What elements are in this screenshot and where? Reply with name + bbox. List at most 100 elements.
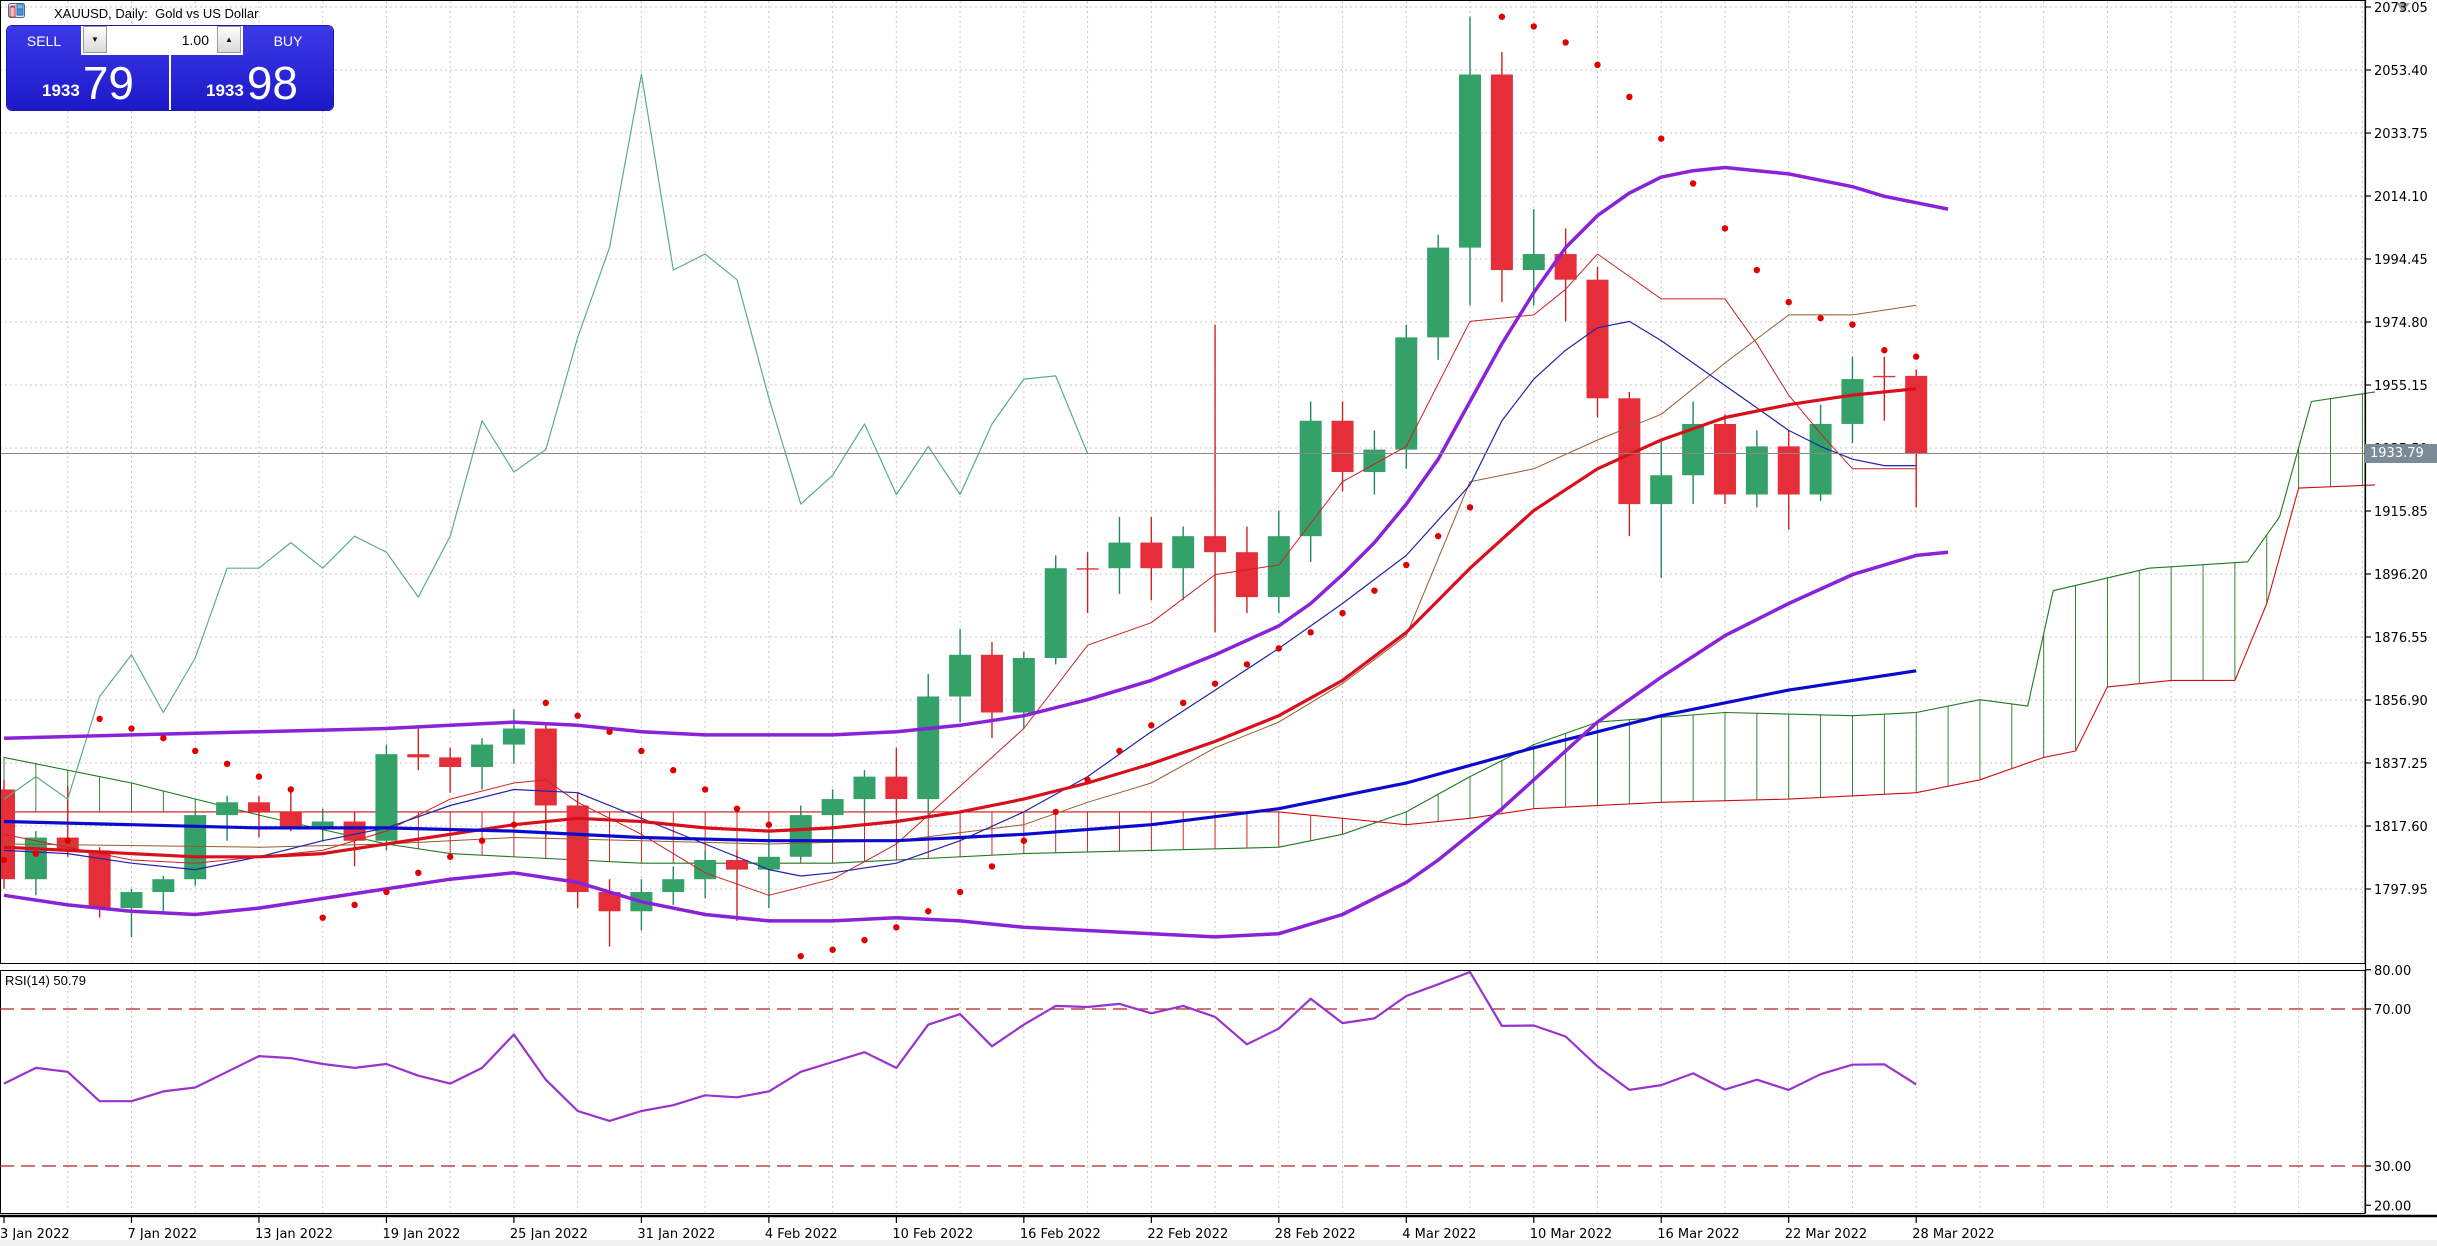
price-axis[interactable]: 2073.05 2053.40 2033.75 2014.10 1994.45 1974.… bbox=[2365, 1, 2428, 898]
price-tick-label: 1797.95 bbox=[2374, 883, 2428, 898]
bull-candle bbox=[1267, 536, 1290, 598]
date-tick-label: 25 Jan 2022 bbox=[510, 1227, 588, 1242]
buy-price-quote[interactable]: 1933 98 bbox=[170, 55, 333, 110]
bear-candle bbox=[534, 728, 557, 806]
bull-candle bbox=[152, 879, 175, 893]
date-tick-label: 13 Jan 2022 bbox=[255, 1227, 333, 1242]
chart-titlebar: XAUUSD, Daily: Gold vs US Dollar bbox=[8, 3, 258, 23]
bear-candle bbox=[1777, 446, 1800, 495]
bear-candle bbox=[56, 837, 79, 851]
parabolic-sar-dots bbox=[0, 13, 1920, 960]
price-tick-label: 1915.85 bbox=[2374, 505, 2428, 520]
volume-increase-button[interactable]: ▲ bbox=[217, 26, 241, 53]
bear-candle bbox=[1873, 375, 1896, 378]
bull-candle bbox=[311, 821, 334, 828]
rsi-pane[interactable]: 80.00 70.00 30.00 20.00 bbox=[0, 964, 2411, 1215]
date-tick-label: 10 Mar 2022 bbox=[1530, 1227, 1612, 1242]
bear-candle bbox=[885, 776, 908, 800]
volume-input[interactable]: 1.00 bbox=[107, 26, 217, 53]
rsi-indicator-label: RSI(14) 50.79 bbox=[5, 973, 86, 988]
rsi-line bbox=[3, 970, 1917, 1123]
bull-candle bbox=[216, 802, 239, 816]
volume-decrease-button[interactable]: ▼ bbox=[83, 26, 107, 53]
date-tick-label: 19 Jan 2022 bbox=[382, 1227, 460, 1242]
bull-candle bbox=[917, 696, 940, 800]
bull-candle bbox=[949, 654, 972, 697]
rsi-tick-label: 20.00 bbox=[2374, 1199, 2411, 1214]
one-click-trading-panel: SELL ▼ 1.00 ▲ BUY 1933 79 1933 98 bbox=[7, 26, 333, 110]
bull-candle bbox=[1745, 446, 1768, 495]
chart-title: XAUUSD, Daily: Gold vs US Dollar bbox=[54, 5, 259, 21]
bull-candle bbox=[1682, 423, 1705, 476]
bull-candle bbox=[1363, 449, 1386, 473]
price-tick-label: 1837.25 bbox=[2374, 757, 2428, 772]
buy-price-small: 1933 bbox=[206, 81, 244, 100]
chikou-span-line bbox=[3, 73, 1089, 800]
bear-candle bbox=[726, 859, 749, 870]
buy-price-big: 98 bbox=[246, 57, 298, 109]
sell-price-small: 1933 bbox=[42, 81, 80, 100]
kijun-sen-line bbox=[3, 304, 1917, 848]
date-tick-label: 10 Feb 2022 bbox=[892, 1227, 973, 1242]
bear-candle bbox=[1490, 74, 1513, 271]
bear-candle bbox=[1235, 552, 1258, 598]
bear-candle bbox=[0, 789, 15, 880]
chart-bars-icon[interactable] bbox=[9, 3, 48, 21]
price-tick-label: 2073.05 bbox=[2374, 1, 2428, 16]
buy-button[interactable]: BUY bbox=[241, 26, 333, 55]
window-bottom-strip bbox=[0, 1240, 2437, 1246]
date-tick-label: 28 Feb 2022 bbox=[1275, 1227, 1356, 1242]
bull-candle bbox=[853, 776, 876, 800]
bear-candle bbox=[1586, 279, 1609, 399]
rsi-tick-label: 30.00 bbox=[2374, 1160, 2411, 1175]
bull-candle bbox=[1650, 475, 1673, 505]
band-upper-line bbox=[3, 165, 1949, 740]
bull-candle bbox=[502, 728, 525, 745]
price-tick-label: 2053.40 bbox=[2374, 64, 2428, 79]
date-tick-label: 4 Feb 2022 bbox=[765, 1227, 838, 1242]
date-tick-label: 7 Jan 2022 bbox=[127, 1227, 197, 1242]
price-tick-label: 1955.15 bbox=[2374, 379, 2428, 394]
bear-candle bbox=[980, 654, 1003, 713]
bear-candle bbox=[598, 892, 621, 912]
bear-candle bbox=[1713, 423, 1736, 495]
sell-button[interactable]: SELL bbox=[7, 26, 83, 55]
band-lower-line bbox=[3, 550, 1949, 939]
sma50-line bbox=[3, 669, 1917, 843]
bull-candle bbox=[1012, 658, 1035, 713]
bear-candle bbox=[247, 802, 270, 812]
date-tick-label: 3 Jan 2022 bbox=[0, 1227, 70, 1242]
ichimoku-cloud bbox=[3, 391, 2376, 864]
sell-price-big: 79 bbox=[82, 57, 134, 109]
bull-candle bbox=[1809, 423, 1832, 495]
bear-candle bbox=[343, 821, 366, 841]
bull-candle bbox=[1395, 337, 1418, 450]
pane-borders bbox=[0, 0, 2437, 1218]
date-axis[interactable]: 3 Jan 2022 7 Jan 2022 13 Jan 2022 19 Jan 20… bbox=[0, 1217, 1995, 1242]
bear-candle bbox=[1204, 536, 1227, 553]
date-tick-label: 16 Feb 2022 bbox=[1020, 1227, 1101, 1242]
bull-candle bbox=[662, 879, 685, 893]
bear-candle bbox=[1140, 542, 1163, 569]
bull-candle bbox=[120, 892, 143, 909]
bear-candle bbox=[407, 754, 430, 758]
bull-candle bbox=[1299, 420, 1322, 537]
price-tick-label: 1994.45 bbox=[2374, 253, 2428, 268]
date-tick-label: 22 Mar 2022 bbox=[1785, 1227, 1867, 1242]
grid-lines bbox=[0, 1, 2365, 1212]
current-price-badge: 1933.79 bbox=[2365, 444, 2437, 463]
bear-candle bbox=[439, 757, 462, 768]
price-tick-label: 1896.20 bbox=[2374, 568, 2428, 583]
sell-price-quote[interactable]: 1933 79 bbox=[7, 55, 170, 110]
bear-candle bbox=[88, 850, 111, 909]
bull-candle bbox=[694, 859, 717, 880]
bull-candle bbox=[1108, 542, 1131, 569]
price-tick-label: 1817.60 bbox=[2374, 820, 2428, 835]
fast-ma-line bbox=[3, 320, 1917, 877]
rsi-tick-label: 70.00 bbox=[2374, 1003, 2411, 1018]
candlesticks bbox=[0, 16, 1928, 947]
price-tick-label: 1974.80 bbox=[2374, 316, 2428, 331]
date-tick-label: 22 Feb 2022 bbox=[1147, 1227, 1228, 1242]
